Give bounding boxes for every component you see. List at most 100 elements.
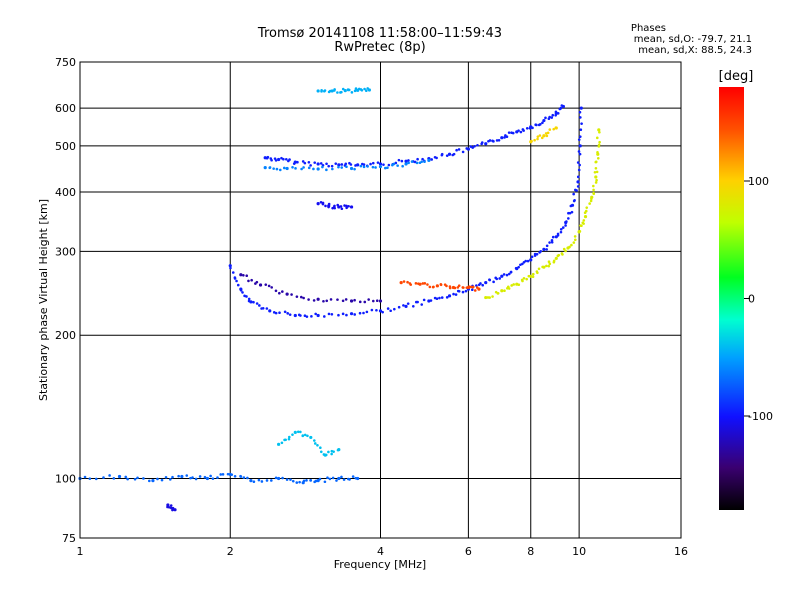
data-point xyxy=(316,479,320,483)
data-point xyxy=(219,473,223,476)
data-point xyxy=(274,476,278,480)
data-point xyxy=(333,206,336,210)
data-point xyxy=(342,478,346,481)
data-point xyxy=(337,163,341,167)
data-point xyxy=(247,297,251,301)
data-point xyxy=(471,146,474,149)
data-point xyxy=(325,299,329,303)
data-point xyxy=(576,185,580,188)
data-point xyxy=(453,286,457,290)
data-point xyxy=(294,167,297,170)
data-point xyxy=(277,442,281,446)
data-point xyxy=(470,288,474,292)
data-point xyxy=(402,280,406,283)
data-point xyxy=(88,477,92,480)
data-point xyxy=(353,89,357,93)
data-point xyxy=(438,296,441,300)
data-point xyxy=(289,478,292,481)
data-point xyxy=(597,143,601,147)
data-point xyxy=(177,474,180,478)
data-point xyxy=(371,165,375,169)
data-point xyxy=(531,272,535,276)
data-point xyxy=(285,166,289,171)
data-point xyxy=(422,298,426,302)
data-point xyxy=(303,433,307,437)
data-point xyxy=(595,178,598,182)
data-point xyxy=(554,126,558,130)
y-tick-label: 75 xyxy=(62,532,76,545)
data-point xyxy=(345,165,348,169)
data-point xyxy=(545,264,548,268)
data-point xyxy=(280,156,283,160)
data-point xyxy=(561,226,565,229)
data-point xyxy=(597,128,601,132)
data-point xyxy=(495,139,499,142)
data-point xyxy=(447,294,452,298)
data-point xyxy=(598,130,601,134)
x-tick-labels: 1 2 4 6 8 10 16 xyxy=(77,545,689,558)
data-point xyxy=(517,283,521,286)
data-point xyxy=(429,299,433,302)
data-point xyxy=(473,289,477,292)
data-point xyxy=(402,304,405,307)
data-point xyxy=(538,123,542,126)
data-point xyxy=(270,158,273,162)
data-point xyxy=(323,89,327,92)
data-point xyxy=(191,476,194,479)
data-point xyxy=(484,280,488,285)
data-point xyxy=(321,202,325,206)
data-point xyxy=(305,479,308,482)
data-point xyxy=(421,157,424,161)
data-point xyxy=(323,480,327,484)
data-point xyxy=(343,89,347,93)
data-point xyxy=(488,278,492,282)
data-point xyxy=(364,89,368,93)
data-point xyxy=(392,162,396,166)
data-point xyxy=(559,230,563,234)
data-point xyxy=(316,443,319,447)
data-point xyxy=(529,274,533,278)
data-point xyxy=(316,313,320,318)
data-point xyxy=(370,308,374,312)
data-point xyxy=(375,299,379,302)
data-point xyxy=(329,298,333,301)
data-point xyxy=(353,167,356,171)
data-point xyxy=(309,164,312,167)
data-point xyxy=(233,474,237,478)
data-point xyxy=(142,477,145,480)
data-point xyxy=(306,434,309,438)
data-point xyxy=(578,144,582,148)
data-point xyxy=(484,295,488,300)
data-point xyxy=(531,126,534,130)
data-point xyxy=(594,175,598,179)
data-point xyxy=(189,476,192,480)
data-point xyxy=(386,166,389,169)
data-point xyxy=(241,291,244,294)
data-point xyxy=(415,161,419,165)
data-point xyxy=(399,280,403,285)
data-point xyxy=(249,479,253,483)
data-point xyxy=(299,430,302,434)
data-point xyxy=(500,289,504,293)
data-point xyxy=(332,450,335,453)
y-axis-label: Stationary phase Virtual Height [km] xyxy=(37,199,50,401)
data-point xyxy=(185,474,189,477)
data-point xyxy=(457,289,461,293)
data-point xyxy=(211,477,215,480)
data-point xyxy=(221,473,225,476)
data-point xyxy=(356,476,360,481)
data-point xyxy=(309,435,313,440)
data-point xyxy=(595,136,599,140)
data-point xyxy=(333,88,336,91)
stats-heading: Phases xyxy=(630,23,666,34)
data-point xyxy=(467,285,471,288)
data-point xyxy=(574,188,577,192)
data-point xyxy=(245,274,249,277)
data-point xyxy=(327,450,330,454)
data-point xyxy=(378,162,383,166)
data-point xyxy=(288,158,291,161)
data-point xyxy=(476,143,479,147)
data-point xyxy=(302,479,306,483)
data-point xyxy=(233,277,237,280)
y-tick-label: 600 xyxy=(55,102,76,115)
